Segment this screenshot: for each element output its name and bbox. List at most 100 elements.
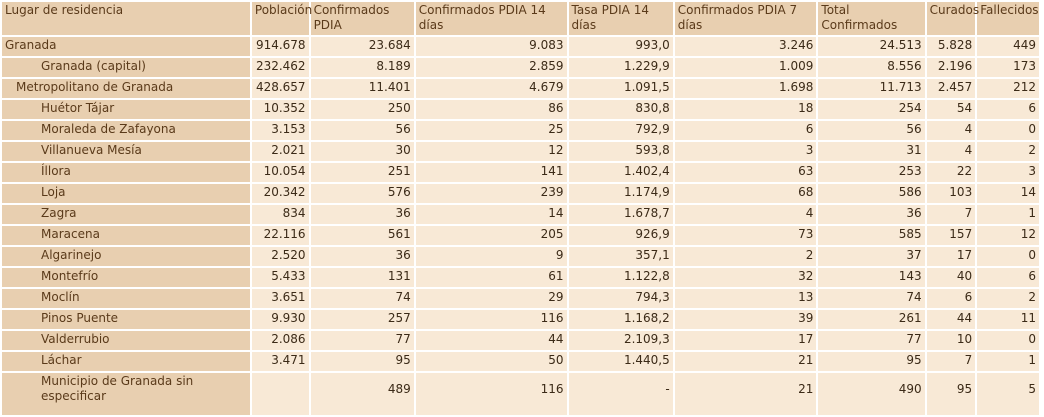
cell-confirmados-pdia-7: 6 bbox=[674, 121, 817, 140]
cell-total-confirmados: 586 bbox=[818, 184, 925, 203]
cell-curados: 157 bbox=[926, 226, 976, 245]
cell-curados: 103 bbox=[926, 184, 976, 203]
table-row: Granada (capital) 232.462 8.189 2.859 1.229,… bbox=[2, 58, 1039, 77]
column-header-fallecidos: Fallecidos bbox=[977, 2, 1039, 35]
cell-poblacion: 3.153 bbox=[251, 121, 309, 140]
cell-fallecidos: 14 bbox=[977, 184, 1039, 203]
cell-confirmados-pdia: 8.189 bbox=[310, 58, 414, 77]
cell-total-confirmados: 254 bbox=[818, 100, 925, 119]
cell-poblacion: 2.086 bbox=[251, 331, 309, 350]
column-header-confirmados-pdia-14: Confirmados PDIA 14 días bbox=[415, 2, 567, 35]
cell-confirmados-pdia-14: 239 bbox=[415, 184, 567, 203]
cell-confirmados-pdia: 250 bbox=[310, 100, 414, 119]
cell-confirmados-pdia-14: 44 bbox=[415, 331, 567, 350]
cell-confirmados-pdia-14: 50 bbox=[415, 352, 567, 371]
cell-total-confirmados: 37 bbox=[818, 247, 925, 266]
cell-lugar: Granada (capital) bbox=[2, 58, 250, 77]
cell-total-confirmados: 31 bbox=[818, 142, 925, 161]
cell-lugar: Municipio de Granada sin especificar bbox=[2, 373, 250, 415]
cell-confirmados-pdia-14: 9 bbox=[415, 247, 567, 266]
cell-tasa-pdia-14: 593,8 bbox=[568, 142, 673, 161]
cell-total-confirmados: 8.556 bbox=[818, 58, 925, 77]
cell-fallecidos: 0 bbox=[977, 121, 1039, 140]
table-row: Valderrubio 2.086 77 44 2.109,3 17 77 10 0 bbox=[2, 331, 1039, 350]
table-row: Pinos Puente 9.930 257 116 1.168,2 39 261 44 11 bbox=[2, 310, 1039, 329]
cell-curados: 40 bbox=[926, 268, 976, 287]
cell-poblacion: 834 bbox=[251, 205, 309, 224]
cell-curados: 54 bbox=[926, 100, 976, 119]
cell-poblacion: 2.520 bbox=[251, 247, 309, 266]
cell-confirmados-pdia: 11.401 bbox=[310, 79, 414, 98]
cell-total-confirmados: 74 bbox=[818, 289, 925, 308]
cell-fallecidos: 2 bbox=[977, 142, 1039, 161]
cell-tasa-pdia-14: 1.440,5 bbox=[568, 352, 673, 371]
table-body: Granada 914.678 23.684 9.083 993,0 3.246 24.51… bbox=[2, 37, 1039, 415]
cell-tasa-pdia-14: 926,9 bbox=[568, 226, 673, 245]
cell-poblacion: 428.657 bbox=[251, 79, 309, 98]
cell-confirmados-pdia-7: 73 bbox=[674, 226, 817, 245]
cell-lugar: Loja bbox=[2, 184, 250, 203]
cell-confirmados-pdia-7: 39 bbox=[674, 310, 817, 329]
table-row: Maracena 22.116 561 205 926,9 73 585 157 12 bbox=[2, 226, 1039, 245]
cell-curados: 10 bbox=[926, 331, 976, 350]
cell-lugar: Valderrubio bbox=[2, 331, 250, 350]
cell-curados: 4 bbox=[926, 121, 976, 140]
cell-poblacion: 232.462 bbox=[251, 58, 309, 77]
cell-tasa-pdia-14: 830,8 bbox=[568, 100, 673, 119]
column-header-tasa-pdia-14: Tasa PDIA 14 días bbox=[568, 2, 673, 35]
cell-fallecidos: 11 bbox=[977, 310, 1039, 329]
cell-confirmados-pdia: 251 bbox=[310, 163, 414, 182]
cell-total-confirmados: 261 bbox=[818, 310, 925, 329]
cell-confirmados-pdia-7: 21 bbox=[674, 352, 817, 371]
cell-poblacion: 914.678 bbox=[251, 37, 309, 56]
table-row: Íllora 10.054 251 141 1.402,4 63 253 22 3 bbox=[2, 163, 1039, 182]
cell-total-confirmados: 143 bbox=[818, 268, 925, 287]
cell-confirmados-pdia-14: 12 bbox=[415, 142, 567, 161]
cell-lugar: Granada bbox=[2, 37, 250, 56]
cell-lugar: Zagra bbox=[2, 205, 250, 224]
column-header-lugar: Lugar de residencia bbox=[2, 2, 250, 35]
table-row: Metropolitano de Granada 428.657 11.401 4.6… bbox=[2, 79, 1039, 98]
cell-confirmados-pdia-7: 68 bbox=[674, 184, 817, 203]
cell-confirmados-pdia-7: 4 bbox=[674, 205, 817, 224]
cell-tasa-pdia-14: 1.091,5 bbox=[568, 79, 673, 98]
cell-confirmados-pdia-14: 25 bbox=[415, 121, 567, 140]
cell-tasa-pdia-14: 1.122,8 bbox=[568, 268, 673, 287]
cell-poblacion: 3.471 bbox=[251, 352, 309, 371]
cell-tasa-pdia-14: 1.229,9 bbox=[568, 58, 673, 77]
cell-poblacion: 10.054 bbox=[251, 163, 309, 182]
cell-confirmados-pdia-14: 86 bbox=[415, 100, 567, 119]
cell-total-confirmados: 253 bbox=[818, 163, 925, 182]
cell-total-confirmados: 56 bbox=[818, 121, 925, 140]
table-row: Granada 914.678 23.684 9.083 993,0 3.246 24.51… bbox=[2, 37, 1039, 56]
cell-confirmados-pdia-14: 116 bbox=[415, 373, 567, 415]
cell-fallecidos: 1 bbox=[977, 352, 1039, 371]
cell-confirmados-pdia-14: 205 bbox=[415, 226, 567, 245]
table-row: Moraleda de Zafayona 3.153 56 25 792,9 6 56 4 0 bbox=[2, 121, 1039, 140]
cell-confirmados-pdia-7: 21 bbox=[674, 373, 817, 415]
cell-poblacion bbox=[251, 373, 309, 415]
cell-tasa-pdia-14: 993,0 bbox=[568, 37, 673, 56]
cell-confirmados-pdia-7: 18 bbox=[674, 100, 817, 119]
cell-confirmados-pdia: 23.684 bbox=[310, 37, 414, 56]
cell-confirmados-pdia: 77 bbox=[310, 331, 414, 350]
cell-confirmados-pdia-7: 32 bbox=[674, 268, 817, 287]
cell-lugar: Íllora bbox=[2, 163, 250, 182]
cell-tasa-pdia-14: 1.174,9 bbox=[568, 184, 673, 203]
table-row: Villanueva Mesía 2.021 30 12 593,8 3 31 4 2 bbox=[2, 142, 1039, 161]
column-header-total-confirmados: Total Confirmados bbox=[818, 2, 925, 35]
table-row: Huétor Tájar 10.352 250 86 830,8 18 254 54 6 bbox=[2, 100, 1039, 119]
cell-total-confirmados: 490 bbox=[818, 373, 925, 415]
cell-tasa-pdia-14: 1.168,2 bbox=[568, 310, 673, 329]
cell-total-confirmados: 585 bbox=[818, 226, 925, 245]
cell-confirmados-pdia-7: 13 bbox=[674, 289, 817, 308]
cell-curados: 95 bbox=[926, 373, 976, 415]
table-row: Loja 20.342 576 239 1.174,9 68 586 103 14 bbox=[2, 184, 1039, 203]
cell-confirmados-pdia-14: 9.083 bbox=[415, 37, 567, 56]
cell-total-confirmados: 24.513 bbox=[818, 37, 925, 56]
cell-poblacion: 5.433 bbox=[251, 268, 309, 287]
cell-total-confirmados: 95 bbox=[818, 352, 925, 371]
cell-tasa-pdia-14: 357,1 bbox=[568, 247, 673, 266]
cell-curados: 44 bbox=[926, 310, 976, 329]
cell-tasa-pdia-14: 792,9 bbox=[568, 121, 673, 140]
